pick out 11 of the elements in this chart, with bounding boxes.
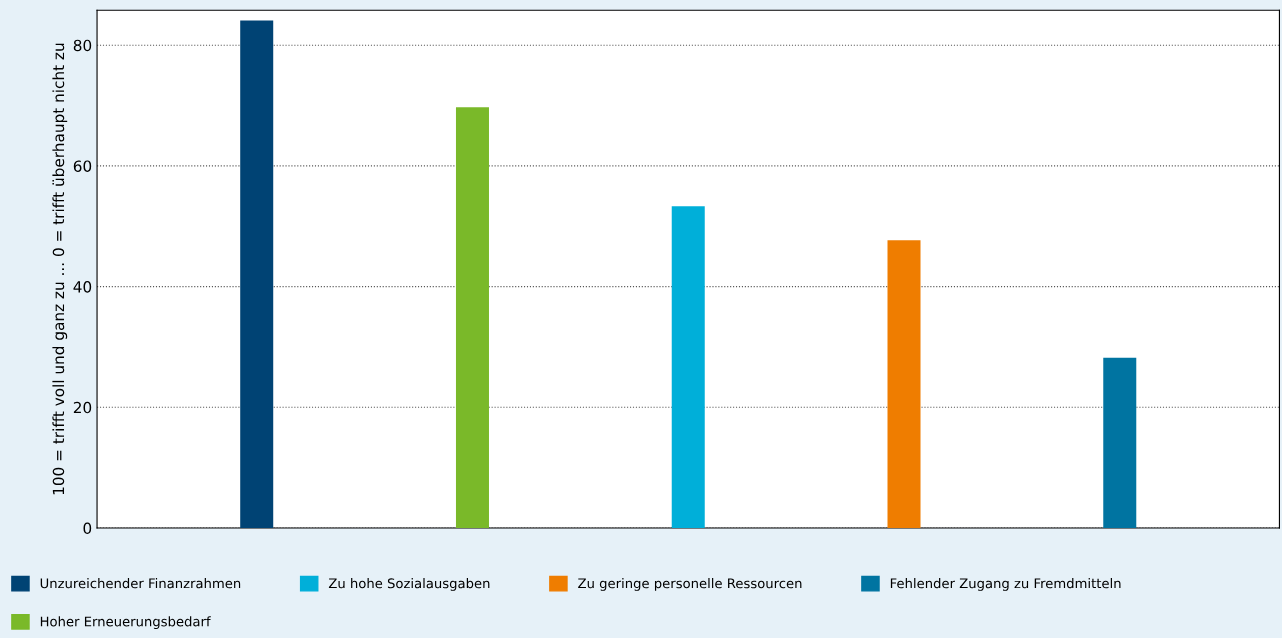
legend-label: Zu hohe Sozialausgaben [328,578,490,591]
y-tick-label: 60 [73,160,92,172]
legend-label: Zu geringe personelle Ressourcen [578,578,802,591]
y-tick-label: 40 [73,281,92,293]
legend-label: Fehlender Zugang zu Fremdmitteln [890,578,1121,591]
legend-label: Hoher Erneuerungsbedarf [40,616,211,629]
y-tick-label: 20 [73,401,92,414]
y-tick-label: 80 [73,39,92,52]
y-tick-label: 0 [83,522,92,535]
y-axis-title: 100 = trifft voll und ganz zu ... 0 = trifft überhaupt nicht zu [52,43,68,495]
legend-label: Unzureichender Finanzrahmen [40,578,241,589]
